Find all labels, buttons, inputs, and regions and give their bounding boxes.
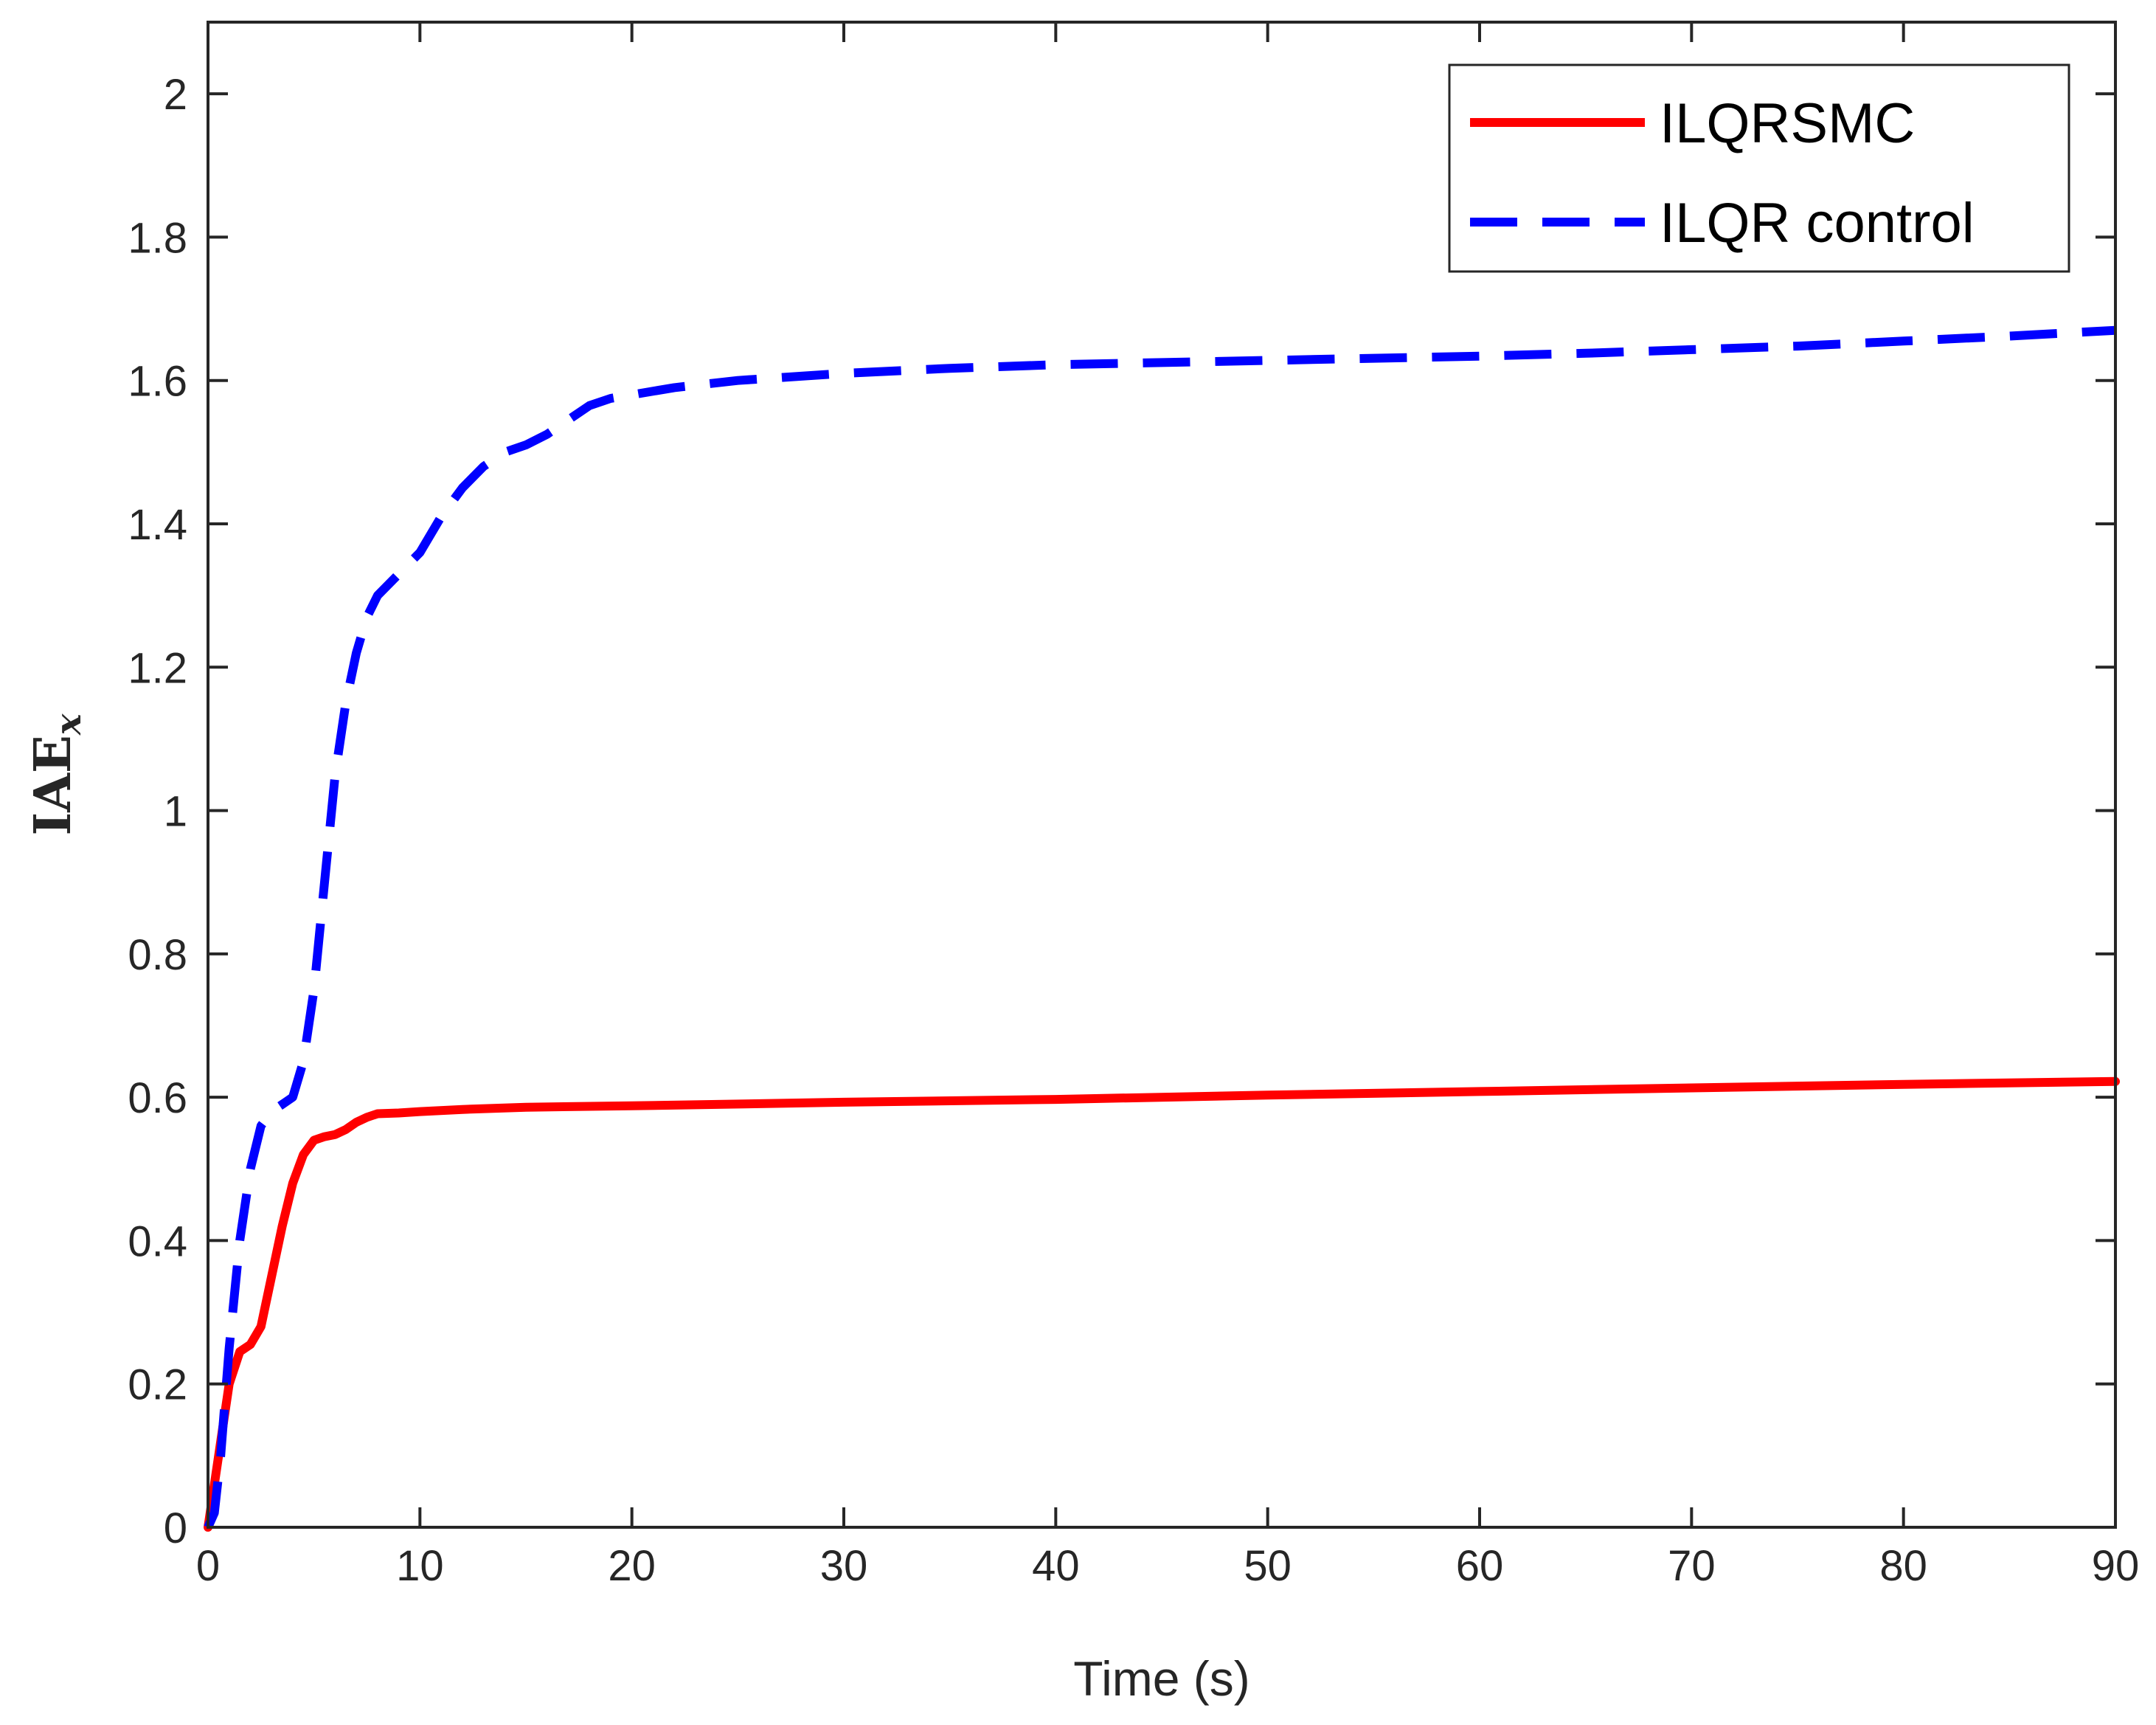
tick-labels-layer: 0 10 20 30 40 50 60 70 80 90 0 0.2 0.4 0.6 0.8 1 1.2 1.4 1… — [128, 71, 2139, 1590]
x-tick-label: 30 — [820, 1542, 868, 1590]
y-tick-label: 0 — [164, 1504, 187, 1552]
legend-label-ilqr-control: ILQR control — [1660, 192, 1975, 255]
legend: ILQRSMC ILQR control — [1448, 63, 2070, 273]
plot-frame — [207, 21, 2117, 1529]
y-axis-label: IAEx — [24, 713, 89, 835]
x-tick-label: 0 — [196, 1542, 220, 1590]
y-axis-label-subscript: x — [48, 713, 89, 736]
x-tick-label: 60 — [1456, 1542, 1504, 1590]
y-tick-label: 0.8 — [128, 931, 187, 979]
y-tick-label: 2 — [164, 71, 187, 119]
legend-label-ilqrsmc: ILQRSMC — [1660, 92, 1915, 155]
y-tick-label: 0.4 — [128, 1217, 187, 1265]
series-line-ilqr-control — [204, 325, 2116, 1529]
x-tick-label: 20 — [608, 1542, 656, 1590]
plot-area — [208, 22, 2115, 1527]
y-tick-label: 1.8 — [128, 214, 187, 262]
y-tick-label: 1 — [164, 788, 187, 836]
x-tick-label: 40 — [1032, 1542, 1080, 1590]
ticks-layer — [207, 22, 2117, 1529]
x-tick-label: 50 — [1244, 1542, 1292, 1590]
y-axis-label-main: IAE — [24, 735, 83, 835]
legend-box — [1448, 63, 2070, 273]
svg-text:IAEx: IAEx — [24, 713, 89, 835]
x-tick-label: 80 — [1879, 1542, 1927, 1590]
x-tick-label: 90 — [2092, 1542, 2140, 1590]
y-tick-label: 1.6 — [128, 358, 187, 406]
x-tick-label: 70 — [1668, 1542, 1716, 1590]
x-axis-label: Time (s) — [1073, 1651, 1250, 1706]
y-tick-label: 1.2 — [128, 644, 187, 692]
y-tick-label: 0.6 — [128, 1074, 187, 1122]
y-tick-label: 1.4 — [128, 501, 187, 549]
series-layer — [204, 325, 2120, 1532]
y-tick-label: 0.2 — [128, 1361, 187, 1409]
x-tick-label: 10 — [396, 1542, 444, 1590]
series-line-ilqrsmc — [204, 1076, 2120, 1532]
